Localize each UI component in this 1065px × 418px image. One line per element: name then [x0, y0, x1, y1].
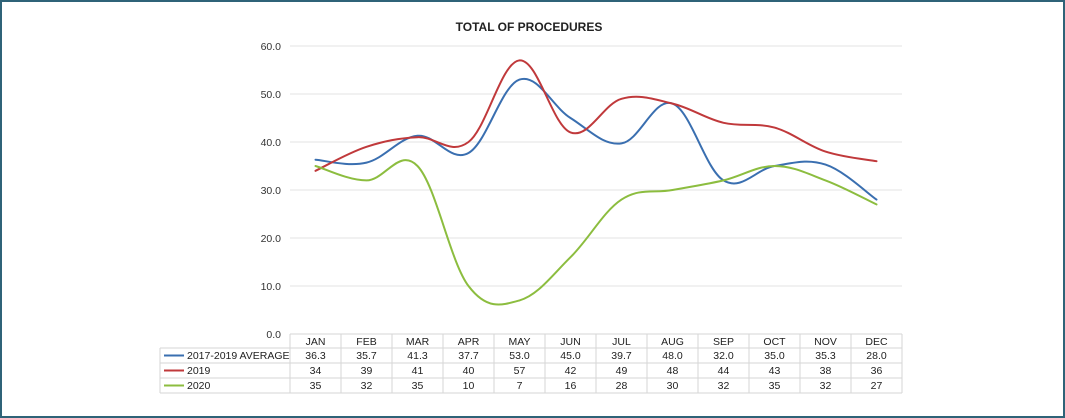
data-label: 36.3 — [305, 350, 326, 362]
data-label: 28.0 — [866, 350, 887, 362]
data-label: 42 — [565, 365, 577, 377]
legend-label: 2020 — [187, 380, 211, 392]
data-label: 40 — [463, 365, 475, 377]
data-label: 32.0 — [713, 350, 734, 362]
x-tick-label: SEP — [713, 336, 734, 348]
data-label: 38 — [820, 365, 832, 377]
x-tick-label: NOV — [814, 336, 837, 348]
x-tick-label: FEB — [356, 336, 376, 348]
data-label: 39 — [361, 365, 373, 377]
x-tick-label: OCT — [763, 336, 786, 348]
data-label: 30 — [667, 380, 679, 392]
data-label: 10 — [463, 380, 475, 392]
data-label: 16 — [565, 380, 577, 392]
legend-label: 2019 — [187, 365, 211, 377]
data-label: 34 — [310, 365, 322, 377]
data-table: JAN FEB MAR APR MAY JUN JUL AUG SEP OCT NOV DEC 2017… — [159, 333, 903, 394]
data-label: 43 — [769, 365, 781, 377]
y-tick-label: 60.0 — [261, 41, 282, 53]
legend-label: 2017-2019 AVERAGE — [187, 350, 290, 362]
data-label: 35 — [412, 380, 424, 392]
x-tick-label: AUG — [661, 336, 684, 348]
data-label: 48.0 — [662, 350, 683, 362]
chart-title: TOTAL OF PROCEDURES — [456, 20, 603, 34]
y-tick-label: 20.0 — [261, 233, 282, 245]
data-label: 45.0 — [560, 350, 581, 362]
x-tick-label: JAN — [306, 336, 326, 348]
data-label: 7 — [517, 380, 523, 392]
series-line-3 — [314, 159, 878, 306]
data-label: 44 — [718, 365, 730, 377]
x-tick-label: APR — [458, 336, 480, 348]
data-label: 32 — [718, 380, 730, 392]
series-lines — [314, 59, 878, 306]
y-tick-label: 30.0 — [261, 185, 282, 197]
x-tick-label: DEC — [865, 336, 888, 348]
data-label: 35.0 — [764, 350, 785, 362]
y-tick-label: 0.0 — [266, 329, 281, 341]
data-label: 35.3 — [815, 350, 836, 362]
data-label: 39.7 — [611, 350, 632, 362]
series-line-2 — [314, 59, 878, 172]
x-tick-label: JUL — [612, 336, 631, 348]
y-tick-label: 10.0 — [261, 281, 282, 293]
data-label: 35.7 — [356, 350, 377, 362]
x-tick-label: MAY — [509, 336, 531, 348]
data-label: 57 — [514, 365, 526, 377]
data-label: 32 — [361, 380, 373, 392]
data-label: 27 — [871, 380, 883, 392]
x-tick-label: MAR — [406, 336, 430, 348]
data-label: 32 — [820, 380, 832, 392]
data-label: 35 — [769, 380, 781, 392]
data-label: 41.3 — [407, 350, 428, 362]
data-label: 28 — [616, 380, 628, 392]
data-label: 35 — [310, 380, 322, 392]
y-tick-label: 40.0 — [261, 137, 282, 149]
data-label: 36 — [871, 365, 883, 377]
data-label: 49 — [616, 365, 628, 377]
data-label: 48 — [667, 365, 679, 377]
x-tick-label: JUN — [560, 336, 580, 348]
y-axis-ticks: 0.0 10.0 20.0 30.0 40.0 50.0 60.0 — [261, 41, 282, 341]
data-label: 41 — [412, 365, 424, 377]
data-label: 37.7 — [458, 350, 479, 362]
y-tick-label: 50.0 — [261, 89, 282, 101]
data-label: 53.0 — [509, 350, 530, 362]
grid-lines — [290, 45, 902, 287]
